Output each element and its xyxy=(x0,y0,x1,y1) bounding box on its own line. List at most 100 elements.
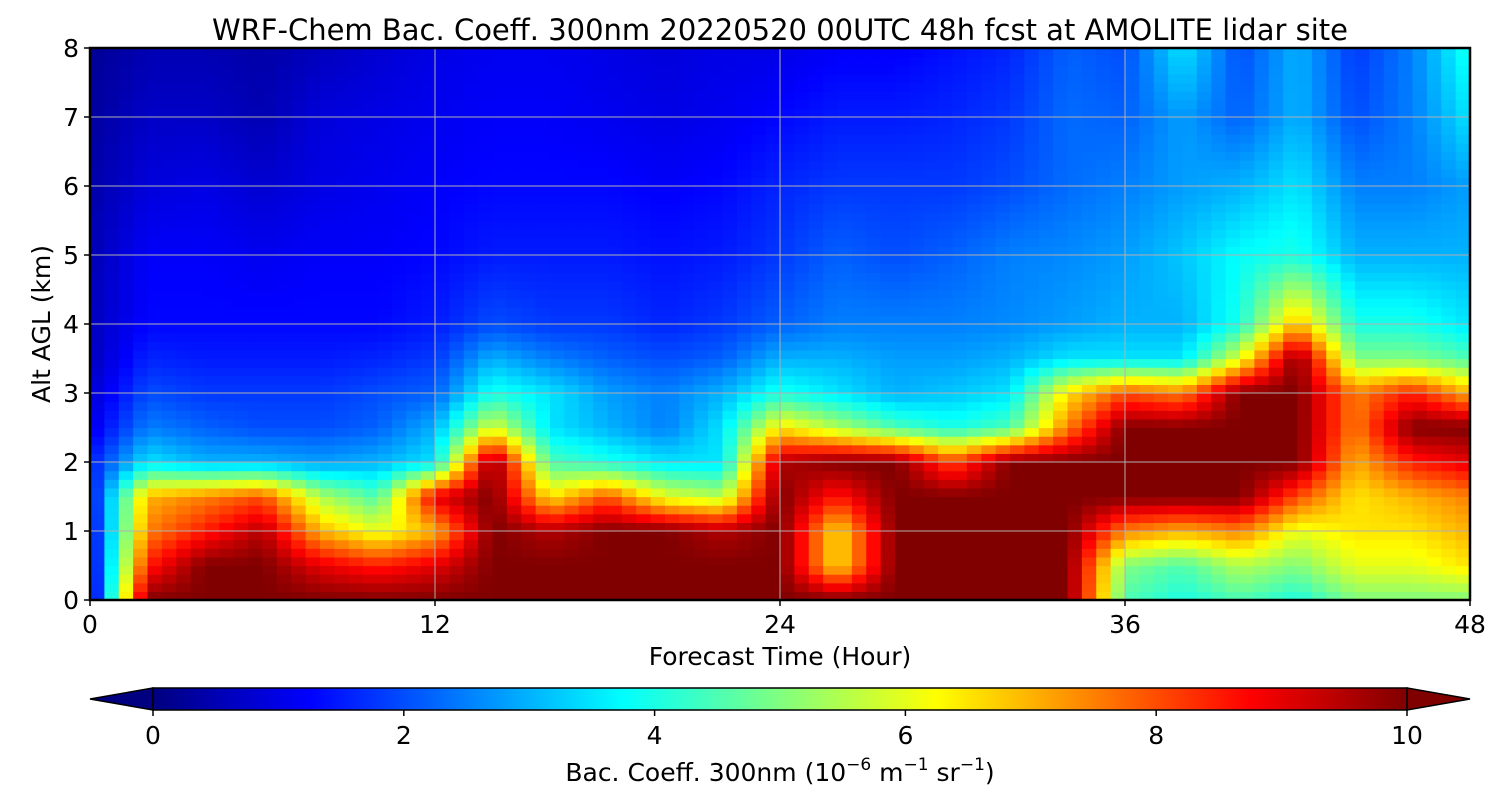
heatmap-cell xyxy=(118,272,134,282)
heatmap-cell xyxy=(248,384,264,394)
heatmap-cell xyxy=(751,556,767,567)
heatmap-cell xyxy=(1196,548,1212,558)
heatmap-cell xyxy=(722,332,738,342)
heatmap-cell xyxy=(1398,298,1414,308)
heatmap-cell xyxy=(1168,349,1184,360)
heatmap-cell xyxy=(736,384,752,394)
heatmap-cell xyxy=(823,263,839,273)
heatmap-cell xyxy=(1225,237,1241,247)
heatmap-cell xyxy=(665,177,680,187)
heatmap-cell xyxy=(492,401,508,411)
heatmap-cell xyxy=(1096,367,1112,377)
heatmap-cell xyxy=(276,548,292,558)
heatmap-cell xyxy=(1412,418,1428,429)
heatmap-cell xyxy=(305,531,321,541)
heatmap-cell xyxy=(1268,375,1284,385)
heatmap-cell xyxy=(866,582,882,592)
heatmap-cell xyxy=(1024,306,1040,316)
heatmap-cell xyxy=(851,160,867,170)
heatmap-cell xyxy=(1398,436,1414,446)
heatmap-cell xyxy=(1240,427,1255,437)
heatmap-cell xyxy=(1355,237,1370,247)
heatmap-cell xyxy=(1211,436,1227,446)
heatmap-cell xyxy=(751,298,767,308)
heatmap-cell xyxy=(636,444,652,454)
heatmap-cell xyxy=(981,177,997,187)
heatmap-cell xyxy=(305,255,321,265)
heatmap-cell xyxy=(1125,168,1140,178)
heatmap-cell xyxy=(521,229,537,239)
heatmap-cell xyxy=(794,255,810,265)
heatmap-cell xyxy=(449,151,465,161)
heatmap-cell xyxy=(248,151,264,161)
heatmap-cell xyxy=(880,436,896,446)
heatmap-cell xyxy=(377,263,393,273)
heatmap-cell xyxy=(722,289,738,299)
heatmap-cell xyxy=(104,229,120,239)
heatmap-cell xyxy=(1211,574,1227,584)
heatmap-cell xyxy=(823,341,839,351)
heatmap-cell xyxy=(449,548,465,558)
heatmap-cell xyxy=(1441,298,1457,308)
heatmap-cell xyxy=(1110,177,1126,187)
heatmap-cell xyxy=(1182,298,1198,308)
heatmap-cell xyxy=(233,263,249,273)
heatmap-cell xyxy=(334,539,350,549)
heatmap-cell xyxy=(765,194,781,204)
heatmap-cell xyxy=(938,574,954,584)
heatmap-cell xyxy=(478,375,494,385)
heatmap-cell xyxy=(1326,393,1342,403)
heatmap-cell xyxy=(463,151,479,161)
heatmap-cell xyxy=(1455,453,1470,463)
heatmap-cell xyxy=(535,565,551,575)
heatmap-cell xyxy=(866,289,882,299)
heatmap-cell xyxy=(736,220,752,230)
heatmap-cell xyxy=(233,470,249,480)
heatmap-cell xyxy=(348,513,364,523)
heatmap-cell xyxy=(952,453,968,463)
heatmap-cell xyxy=(291,306,307,316)
heatmap-cell xyxy=(205,531,220,541)
heatmap-cell xyxy=(1038,367,1054,377)
heatmap-cell xyxy=(233,565,249,575)
heatmap-cell xyxy=(780,453,795,463)
heatmap-cell xyxy=(1426,237,1442,247)
heatmap-cell xyxy=(1096,186,1112,196)
heatmap-cell xyxy=(262,220,278,230)
heatmap-cell xyxy=(1369,436,1385,446)
heatmap-cell xyxy=(1340,237,1356,247)
heatmap-cell xyxy=(1426,556,1442,567)
heatmap-cell xyxy=(895,556,910,567)
heatmap-cell xyxy=(463,479,479,489)
heatmap-cell xyxy=(1326,496,1342,506)
heatmap-cell xyxy=(938,384,954,394)
heatmap-cell xyxy=(463,539,479,549)
heatmap-cell xyxy=(305,263,321,273)
heatmap-cell xyxy=(765,401,781,411)
heatmap-cell xyxy=(1081,341,1097,351)
heatmap-cell xyxy=(1196,531,1212,541)
heatmap-cell xyxy=(1168,565,1184,575)
heatmap-cell xyxy=(923,487,939,498)
heatmap-cell xyxy=(808,444,824,454)
heatmap-cell xyxy=(981,436,997,446)
heatmap-cell xyxy=(564,341,580,351)
heatmap-cell xyxy=(1455,246,1470,256)
heatmap-cell xyxy=(808,315,824,325)
heatmap-cell xyxy=(1211,263,1227,273)
heatmap-cell xyxy=(578,298,594,308)
heatmap-cell xyxy=(1182,272,1198,282)
heatmap-cell xyxy=(406,211,422,222)
heatmap-cell xyxy=(1326,289,1342,299)
heatmap-cell xyxy=(521,496,537,506)
heatmap-cell xyxy=(435,246,450,256)
heatmap-cell xyxy=(291,513,307,523)
heatmap-cell xyxy=(118,237,134,247)
heatmap-cell xyxy=(118,401,134,411)
heatmap-cell xyxy=(938,513,954,523)
heatmap-cell xyxy=(1369,220,1385,230)
heatmap-cell xyxy=(981,289,997,299)
heatmap-cell xyxy=(1412,496,1428,506)
heatmap-cell xyxy=(823,453,839,463)
heatmap-cell xyxy=(435,186,450,196)
